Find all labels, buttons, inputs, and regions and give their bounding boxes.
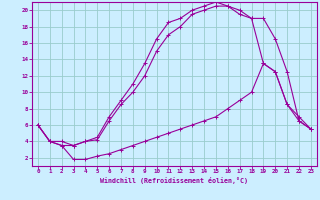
X-axis label: Windchill (Refroidissement éolien,°C): Windchill (Refroidissement éolien,°C): [100, 177, 248, 184]
